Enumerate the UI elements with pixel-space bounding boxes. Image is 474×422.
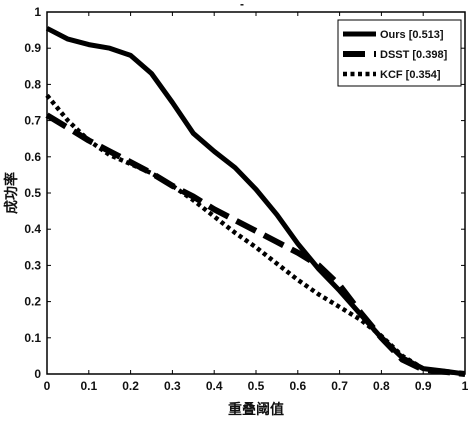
y-axis-ticks: 0 0.1 0.2 0.3 0.4 0.5 0.6 0.7 0.8 0.9 1: [24, 5, 465, 381]
legend-label-ours: Ours [0.513]: [380, 29, 444, 41]
x-tick-label: 0.8: [373, 379, 390, 393]
legend: Ours [0.513] DSST [0.398] KCF [0.354]: [337, 19, 462, 87]
x-tick-label: 0.2: [122, 379, 139, 393]
y-tick-label: 1: [34, 5, 41, 19]
y-tick-label: 0.2: [24, 295, 41, 309]
x-tick-label: 1: [462, 379, 469, 393]
x-axis-label: 重叠阈值: [228, 401, 284, 418]
y-tick-label: 0.8: [24, 77, 41, 91]
x-tick-label: 0.5: [248, 379, 265, 393]
x-tick-label: 0: [44, 379, 51, 393]
y-tick-label: 0: [34, 367, 41, 381]
series-line-dsst: [45, 112, 466, 377]
top-mark: -: [240, 0, 244, 11]
y-tick-label: 0.4: [24, 222, 41, 236]
x-tick-label: 0.6: [289, 379, 306, 393]
y-tick-label: 0.7: [24, 114, 41, 128]
x-axis-ticks: 0 0.1 0.2 0.3 0.4 0.5 0.6 0.7 0.8 0.9 1: [44, 12, 469, 393]
x-tick-label: 0.4: [206, 379, 223, 393]
x-tick-label: 0.9: [415, 379, 432, 393]
x-tick-label: 0.1: [80, 379, 97, 393]
y-tick-label: 0.9: [24, 41, 41, 55]
legend-label-dsst: DSST [0.398]: [380, 49, 448, 61]
y-tick-label: 0.1: [24, 331, 41, 345]
x-tick-label: 0.3: [164, 379, 181, 393]
y-tick-label: 0.6: [24, 150, 41, 164]
x-tick-label: 0.7: [331, 379, 348, 393]
series-layer: [45, 26, 466, 377]
legend-label-kcf: KCF [0.354]: [380, 69, 441, 81]
y-tick-label: 0.5: [24, 186, 41, 200]
y-axis-label: 成功率: [3, 172, 20, 214]
y-tick-label: 0.3: [24, 258, 41, 272]
